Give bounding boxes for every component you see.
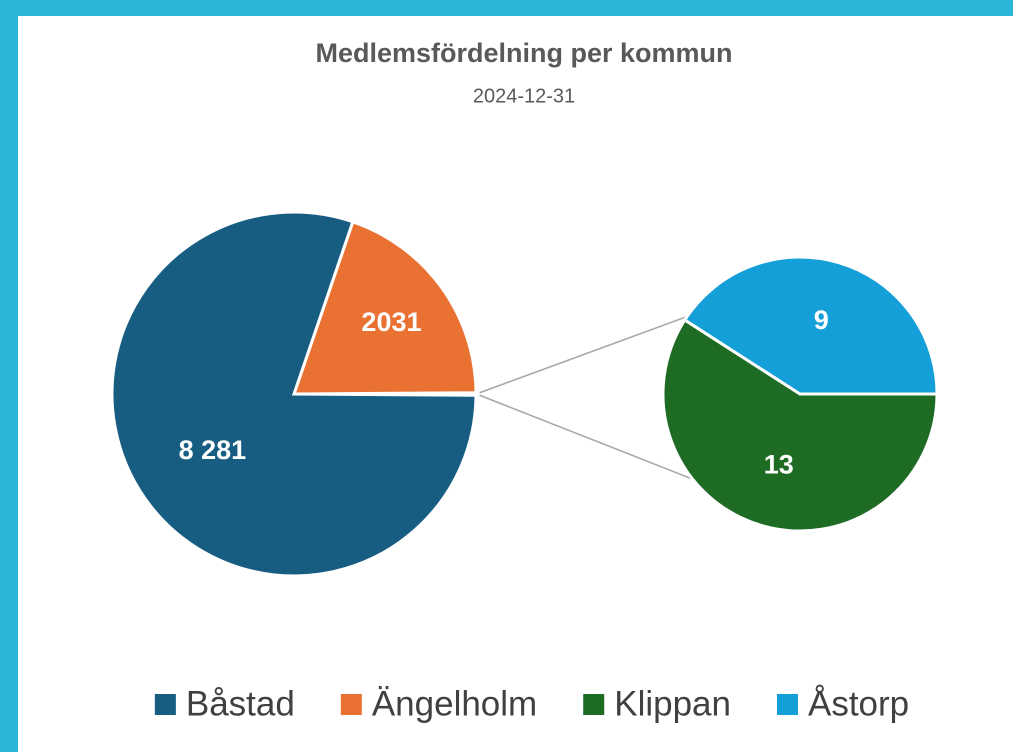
data-label: 2031 [361, 307, 421, 337]
legend-swatch [340, 694, 362, 715]
data-label: 8 281 [179, 435, 247, 465]
connector-line [479, 315, 688, 394]
data-label: 13 [764, 449, 794, 479]
legend-label: Ängelholm [372, 684, 537, 723]
legend-label: Båstad [186, 684, 295, 723]
chart-title: Medlemsfördelning per kommun [315, 38, 732, 68]
legend-swatch [776, 694, 798, 715]
pie-slice [661, 317, 939, 533]
legend-swatch [154, 694, 176, 715]
legend-swatch [583, 694, 605, 715]
chart-subtitle: 2024-12-31 [473, 85, 575, 107]
legend-label: Åstorp [808, 684, 909, 723]
connector-line [479, 394, 693, 480]
pie-slice [682, 255, 939, 396]
pie-slice-other [293, 392, 477, 396]
legend-label: Klippan [614, 684, 731, 723]
data-label: 9 [814, 305, 829, 335]
